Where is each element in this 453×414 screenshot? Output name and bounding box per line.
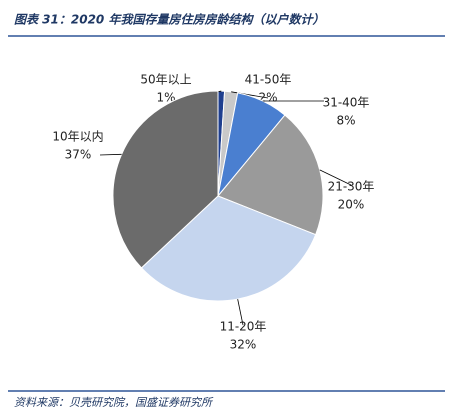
value-label: 8%: [336, 114, 355, 128]
slice-label: 41-50年: [245, 73, 292, 87]
source: 资料来源：贝壳研究院，国盛证券研究所: [14, 396, 214, 409]
leader-line: [319, 169, 352, 186]
chart-title: 图表 31：2020 年我国存量房住房房龄结构（以户数计）: [14, 13, 324, 27]
slice-label: 11-20年: [220, 320, 267, 334]
value-label: 1%: [156, 91, 175, 105]
leader-line: [99, 153, 122, 156]
pie-slice: [112, 90, 219, 269]
leader-line: [237, 299, 244, 326]
slice-label: 21-30年: [328, 180, 375, 194]
value-label: 20%: [338, 198, 365, 212]
value-label: 32%: [230, 338, 257, 352]
slice-label: 50年以上: [140, 73, 191, 87]
value-label: 37%: [65, 148, 92, 162]
pie-slice: [140, 195, 317, 302]
slice-label: 31-40年: [323, 96, 370, 110]
slice-label: 10年以内: [52, 130, 103, 144]
